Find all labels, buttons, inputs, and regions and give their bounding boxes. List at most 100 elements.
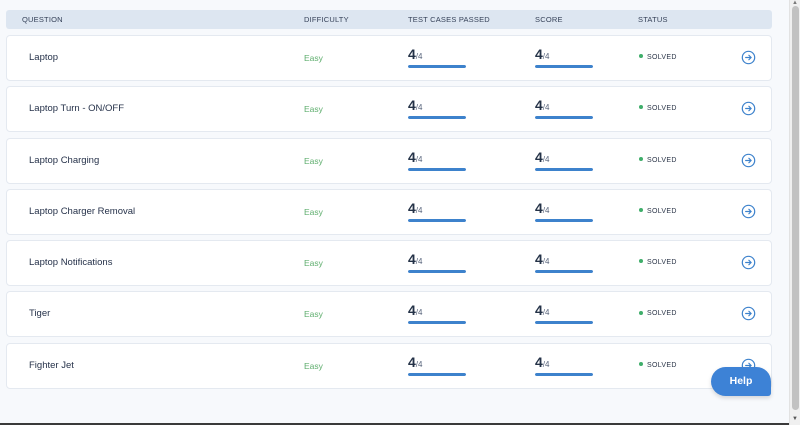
status-dot-icon	[639, 208, 643, 213]
header-difficulty[interactable]: DIFFICULTY	[304, 15, 349, 24]
status-dot-icon	[639, 156, 643, 161]
window-bottom-edge	[0, 423, 789, 425]
header-test-cases[interactable]: TEST CASES PASSED	[408, 15, 490, 24]
score-progress-bar	[535, 270, 593, 274]
status-label: SOLVED	[647, 54, 677, 61]
status-label: SOLVED	[647, 259, 677, 267]
scroll-down-icon[interactable]: ▼	[792, 416, 798, 422]
test-cases-progress-bar	[408, 218, 466, 222]
score-progress-fill	[535, 321, 593, 325]
question-title[interactable]: Laptop Notifications	[29, 257, 113, 269]
score-value: 4	[535, 302, 543, 319]
test-cases-passed-value: 4	[408, 46, 416, 62]
status-dot-icon	[639, 361, 643, 366]
score-progress-fill	[535, 167, 593, 171]
difficulty-label: Easy	[304, 258, 323, 269]
question-title[interactable]: Tiger	[29, 308, 51, 320]
score-progress-bar	[535, 372, 593, 376]
status-label: SOLVED	[647, 361, 677, 369]
test-cases-progress-fill	[408, 65, 466, 68]
test-cases-passed: 4/4	[408, 251, 466, 274]
table-row[interactable]: Fighter Jet Easy 4/4 4/4 SOLVED	[6, 342, 772, 389]
help-button[interactable]: Help	[711, 367, 771, 396]
score-progress-bar	[535, 116, 593, 120]
header-score[interactable]: SCORE	[535, 15, 563, 24]
question-title[interactable]: Laptop Turn - ON/OFF	[29, 103, 125, 115]
test-cases-passed-value: 4	[408, 353, 416, 370]
arrow-circle-right-icon[interactable]	[741, 204, 756, 219]
status-dot-icon	[639, 105, 643, 110]
score-total: /4	[542, 205, 550, 215]
difficulty-label: Easy	[304, 53, 323, 63]
table-row[interactable]: Laptop Easy 4/4 4/4 SOLVED	[6, 35, 772, 81]
table-row[interactable]: Tiger Easy 4/4 4/4 SOLVED	[6, 291, 772, 338]
table-row[interactable]: Laptop Turn - ON/OFF Easy 4/4 4/4 SOLVED	[6, 86, 772, 133]
test-cases-progress-fill	[408, 167, 466, 171]
score-progress-fill	[535, 270, 593, 274]
status-badge: SOLVED	[639, 362, 677, 369]
test-cases-progress-fill	[408, 372, 466, 376]
arrow-circle-right-icon[interactable]	[741, 255, 756, 270]
score-progress-bar	[535, 321, 593, 325]
score-total: /4	[542, 154, 550, 164]
question-list: Laptop Easy 4/4 4/4 SOLVED Laptop Turn -…	[6, 35, 772, 394]
status-label: SOLVED	[647, 156, 677, 164]
difficulty-label: Easy	[304, 104, 323, 115]
test-cases-passed: 4/4	[408, 354, 466, 376]
test-cases-passed: 4/4	[408, 200, 466, 222]
test-cases-total: /4	[415, 359, 423, 369]
test-cases-passed-value: 4	[408, 199, 416, 216]
table-row[interactable]: Laptop Notifications Easy 4/4 4/4 SOLVED	[6, 240, 772, 287]
test-cases-passed: 4/4	[408, 149, 466, 171]
score-total: /4	[542, 103, 550, 113]
test-cases-total: /4	[415, 103, 423, 113]
score-value: 4	[535, 46, 543, 62]
test-cases-passed: 4/4	[408, 97, 466, 120]
arrow-circle-right-icon[interactable]	[741, 153, 756, 168]
header-question[interactable]: QUESTION	[22, 15, 63, 24]
test-cases-total: /4	[415, 52, 423, 61]
score-progress-bar	[535, 218, 593, 222]
status-label: SOLVED	[647, 105, 677, 113]
difficulty-label: Easy	[304, 155, 323, 166]
table-row[interactable]: Laptop Charging Easy 4/4 4/4 SOLVED	[6, 137, 772, 184]
vertical-scrollbar[interactable]: ▲ ▼	[789, 0, 800, 425]
scroll-up-icon[interactable]: ▲	[792, 0, 798, 6]
status-dot-icon	[639, 259, 643, 264]
score: 4/4	[535, 302, 593, 325]
score-total: /4	[542, 359, 550, 369]
score: 4/4	[535, 251, 593, 274]
header-status[interactable]: STATUS	[638, 15, 668, 24]
score: 4/4	[535, 354, 593, 376]
score-progress-fill	[535, 116, 593, 120]
question-title[interactable]: Laptop	[29, 52, 59, 63]
status-badge: SOLVED	[639, 208, 677, 215]
question-title[interactable]: Laptop Charger Removal	[29, 205, 136, 217]
difficulty-label: Easy	[304, 309, 323, 320]
test-cases-progress-bar	[408, 270, 466, 274]
test-cases-passed: 4/4	[408, 46, 466, 68]
test-cases-progress-fill	[408, 321, 466, 325]
score-progress-bar	[535, 65, 593, 68]
test-cases-passed-value: 4	[408, 251, 416, 268]
score-progress-fill	[535, 372, 593, 376]
table-row[interactable]: Laptop Charger Removal Easy 4/4 4/4 SOLV…	[6, 188, 772, 235]
score-value: 4	[535, 251, 543, 268]
question-title[interactable]: Laptop Charging	[29, 154, 100, 166]
test-cases-progress-bar	[408, 167, 466, 171]
arrow-circle-right-icon[interactable]	[741, 50, 756, 65]
scrollbar-thumb[interactable]	[792, 6, 799, 410]
table-header: QUESTION DIFFICULTY TEST CASES PASSED SC…	[6, 10, 772, 29]
test-cases-progress-fill	[408, 270, 466, 274]
status-badge: SOLVED	[639, 105, 677, 112]
test-cases-progress-bar	[408, 65, 466, 68]
status-label: SOLVED	[647, 310, 677, 318]
score-total: /4	[542, 52, 550, 61]
test-cases-progress-bar	[408, 372, 466, 376]
score: 4/4	[535, 97, 593, 120]
question-title[interactable]: Fighter Jet	[29, 359, 74, 371]
status-dot-icon	[639, 54, 643, 59]
arrow-circle-right-icon[interactable]	[741, 306, 756, 321]
arrow-circle-right-icon[interactable]	[741, 101, 756, 116]
